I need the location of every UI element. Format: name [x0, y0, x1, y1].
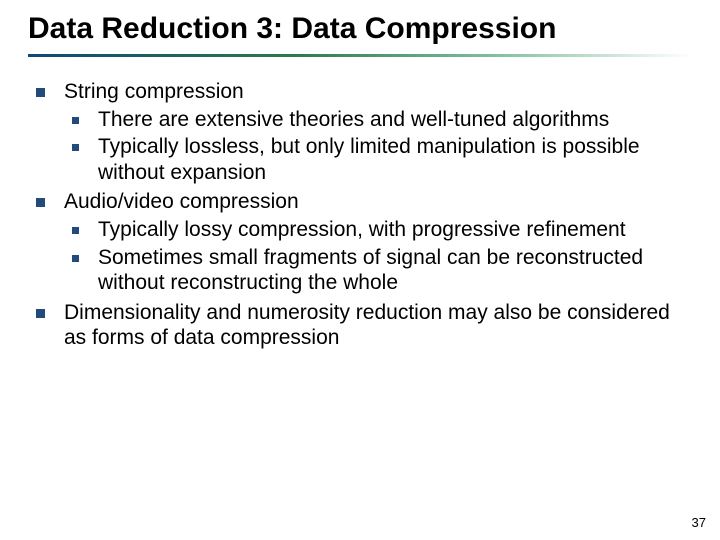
- slide: Data Reduction 3: Data Compression Strin…: [0, 0, 720, 540]
- list-item-text: Typically lossless, but only limited man…: [98, 135, 640, 184]
- list-item: Sometimes small fragments of signal can …: [64, 245, 690, 296]
- list-item: Typically lossless, but only limited man…: [64, 134, 690, 185]
- slide-body: String compression There are extensive t…: [28, 79, 692, 351]
- list-item-text: Typically lossy compression, with progre…: [98, 218, 626, 241]
- list-item: There are extensive theories and well-tu…: [64, 107, 690, 133]
- bullet-list-level2: There are extensive theories and well-tu…: [64, 107, 690, 186]
- list-item: Dimensionality and numerosity reduction …: [30, 300, 690, 351]
- title-underline: [28, 54, 692, 57]
- list-item-text: There are extensive theories and well-tu…: [98, 108, 609, 131]
- list-item-text: Dimensionality and numerosity reduction …: [64, 301, 670, 350]
- slide-title: Data Reduction 3: Data Compression: [28, 12, 692, 46]
- list-item: Typically lossy compression, with progre…: [64, 217, 690, 243]
- list-item: Audio/video compression Typically lossy …: [30, 189, 690, 295]
- page-number: 37: [692, 515, 706, 530]
- list-item: String compression There are extensive t…: [30, 79, 690, 185]
- list-item-text: Audio/video compression: [64, 190, 299, 213]
- bullet-list-level1: String compression There are extensive t…: [30, 79, 690, 351]
- bullet-list-level2: Typically lossy compression, with progre…: [64, 217, 690, 296]
- list-item-text: String compression: [64, 80, 244, 103]
- list-item-text: Sometimes small fragments of signal can …: [98, 246, 643, 295]
